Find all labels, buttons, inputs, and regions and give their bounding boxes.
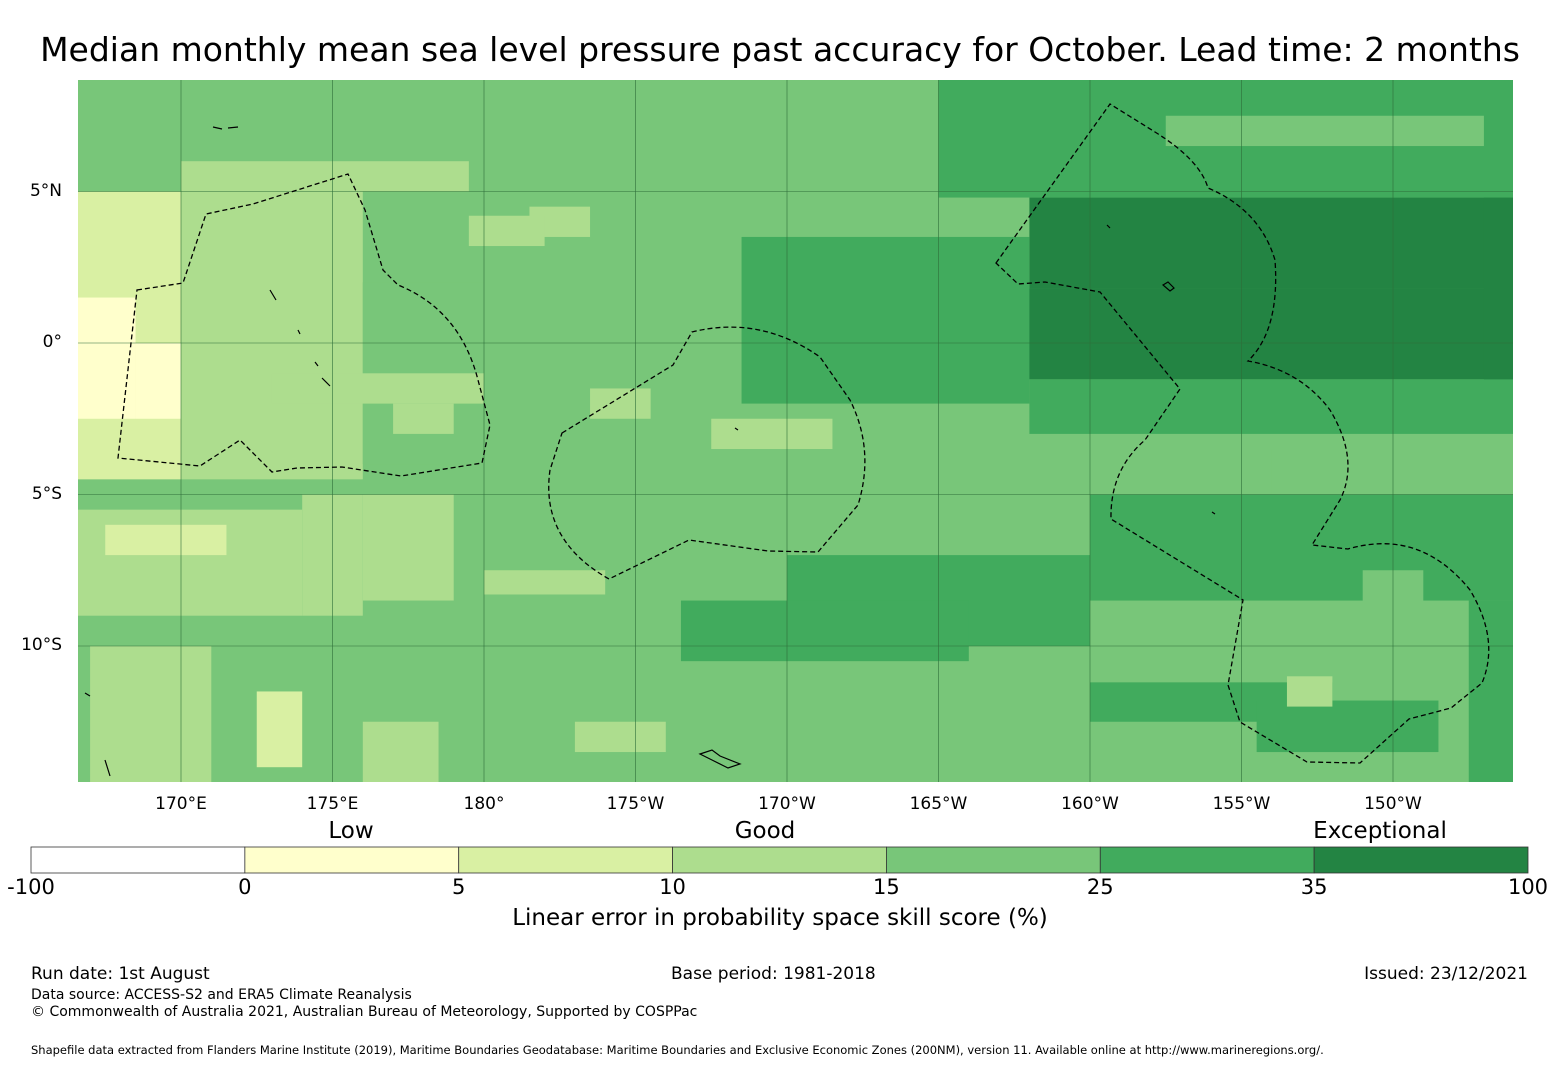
colorbar-label: Linear error in probability space skill … (512, 905, 1048, 931)
skill-cell (1271, 449, 1348, 495)
skill-cell (680, 600, 969, 662)
skill-cell (105, 524, 227, 556)
colorbar-segment (458, 846, 673, 874)
skill-cell (393, 403, 454, 434)
colorbar-tick-label: 5 (452, 875, 466, 899)
skill-cell (590, 388, 651, 419)
base-period: Base period: 1981-2018 (671, 964, 876, 984)
longitude-label: 165°W (909, 794, 968, 814)
latitude-label: 5°S (31, 483, 62, 504)
eez-boundary-line-islands (995, 103, 1490, 764)
skill-cell (1286, 676, 1333, 707)
longitude-label: 170°E (155, 794, 207, 814)
colorbar-tick-label: 35 (1300, 875, 1328, 899)
map-title: Median monthly mean sea level pressure p… (40, 30, 1520, 69)
skill-cell (741, 236, 1030, 404)
latitude-label: 0° (42, 332, 62, 352)
colorbar-tick-label: -100 (7, 875, 55, 899)
skill-cell (1165, 115, 1484, 147)
island-kiritimati (1161, 281, 1175, 292)
skill-cell (1029, 197, 1513, 289)
island-atoll-4 (734, 224, 1216, 515)
colorbar (30, 846, 1529, 874)
run-date: Run date: 1st August (31, 964, 210, 984)
skill-cell (1483, 191, 1513, 389)
colorbar-segment (244, 846, 460, 874)
longitude-label: 175°W (606, 794, 665, 814)
longitude-label: 150°W (1364, 794, 1422, 814)
colorbar-segment (886, 846, 1101, 874)
skill-cell (1029, 379, 1513, 434)
legend-category-good: Good (734, 818, 796, 844)
shapefile-credit: Shapefile data extracted from Flanders M… (31, 1043, 1324, 1057)
legend-category-low: Low (328, 818, 374, 844)
copyright: © Commonwealth of Australia 2021, Austra… (31, 1004, 698, 1020)
skill-cell (181, 161, 469, 192)
longitude-label: 155°W (1212, 794, 1271, 814)
colorbar-segment (1099, 846, 1315, 874)
colorbar-segment (672, 846, 887, 874)
colorbar-segment (30, 846, 246, 874)
longitude-label: 160°W (1061, 794, 1119, 814)
longitude-label: 175°E (306, 794, 359, 814)
gridlines (78, 80, 1513, 782)
skill-cell (271, 373, 484, 404)
skill-cell (711, 418, 833, 450)
skill-cell (78, 297, 136, 419)
colorbar-tick-label: 25 (1086, 875, 1114, 899)
island-atoll-1 (212, 126, 239, 130)
skill-cell (362, 721, 439, 782)
latitude-label: 5°N (29, 180, 62, 201)
latitude-label: 10°S (21, 635, 62, 655)
islands (84, 126, 1216, 777)
island-atoll-2 (269, 289, 331, 387)
colorbar-tick-label: 15 (873, 875, 900, 899)
eez-boundary-tuvalu (117, 173, 491, 477)
skill-cell (468, 215, 545, 247)
island-atoll-3 (84, 692, 111, 777)
legend-category-exceptional: Exceptional (1313, 818, 1447, 844)
eez-boundary-tokelau (548, 326, 866, 580)
skill-cell (1090, 494, 1513, 601)
skill-cell (574, 721, 666, 753)
skill-cell (484, 570, 606, 595)
longitude-label: 180° (463, 794, 505, 814)
eez-boundaries (117, 103, 1490, 764)
island-samoa (698, 749, 742, 769)
colorbar-segment (1313, 846, 1529, 874)
colorbar-tick-label: 10 (659, 875, 686, 899)
map-area (78, 80, 1513, 782)
skill-cell (256, 691, 303, 768)
skill-cell (968, 288, 1513, 380)
skill-cell (1256, 700, 1439, 753)
skill-cell (1468, 600, 1513, 782)
skill-cell (135, 343, 181, 419)
colorbar-tick-label: 0 (238, 875, 252, 899)
colorbar-tick-label: 100 (1507, 875, 1549, 899)
longitude-label: 170°W (758, 794, 816, 814)
issued-date: Issued: 23/12/2021 (1364, 964, 1528, 984)
data-source: Data source: ACCESS-S2 and ERA5 Climate … (31, 987, 412, 1003)
skill-cell (362, 494, 454, 601)
skill-cell (90, 646, 212, 782)
skill-cell (181, 191, 363, 480)
